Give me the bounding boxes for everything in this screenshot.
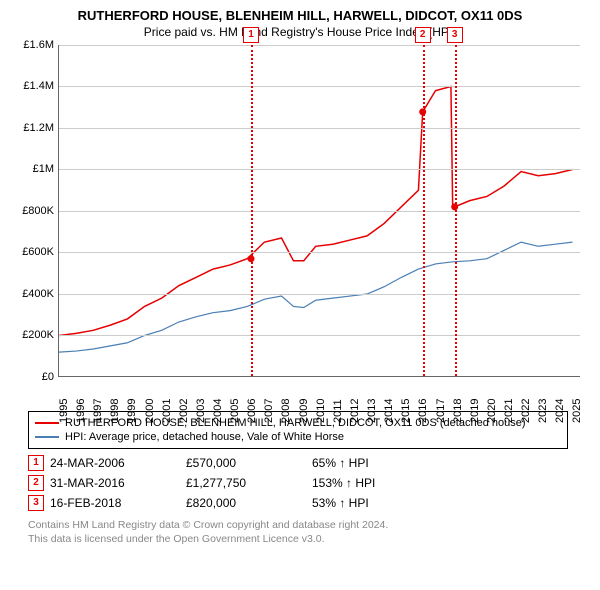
marker-line — [251, 45, 253, 376]
x-tick-label: 2010 — [315, 398, 327, 422]
y-tick-label: £200K — [22, 329, 54, 341]
chart-title: RUTHERFORD HOUSE, BLENHEIM HILL, HARWELL… — [10, 8, 590, 25]
table-delta: 153% ↑ HPI — [312, 476, 432, 490]
footer: Contains HM Land Registry data © Crown c… — [28, 519, 568, 546]
table-row: 3 16-FEB-2018 £820,000 53% ↑ HPI — [28, 493, 568, 513]
table-date: 24-MAR-2006 — [50, 456, 180, 470]
x-tick-label: 2011 — [332, 399, 344, 423]
x-tick-label: 1995 — [58, 398, 70, 422]
x-tick-label: 1998 — [109, 398, 121, 422]
x-tick-label: 2012 — [349, 398, 361, 422]
x-tick-label: 2019 — [469, 398, 481, 422]
x-tick-label: 2000 — [144, 398, 156, 422]
gridline — [59, 45, 580, 46]
chart-container: RUTHERFORD HOUSE, BLENHEIM HILL, HARWELL… — [0, 0, 600, 590]
legend-label: HPI: Average price, detached house, Vale… — [65, 431, 344, 443]
gridline — [59, 294, 580, 295]
chart-area: 123 £0£200K£400K£600K£800K£1M£1.2M£1.4M£… — [20, 45, 580, 405]
y-tick-label: £1M — [33, 163, 54, 175]
x-tick-label: 2016 — [417, 398, 429, 422]
x-tick-label: 2020 — [486, 398, 498, 422]
gridline — [59, 169, 580, 170]
y-tick-label: £1.6M — [23, 39, 54, 51]
marker-badge: 2 — [415, 27, 431, 43]
table-badge: 3 — [28, 495, 44, 511]
marker-badge: 1 — [243, 27, 259, 43]
footer-line: This data is licensed under the Open Gov… — [28, 533, 568, 547]
table-badge: 1 — [28, 455, 44, 471]
table-price: £570,000 — [186, 456, 306, 470]
x-tick-label: 1996 — [75, 398, 87, 422]
x-tick-label: 2013 — [366, 398, 378, 422]
table-date: 16-FEB-2018 — [50, 496, 180, 510]
marker-table: 1 24-MAR-2006 £570,000 65% ↑ HPI 2 31-MAR-201… — [28, 453, 568, 513]
table-delta: 65% ↑ HPI — [312, 456, 432, 470]
x-tick-label: 2002 — [178, 398, 190, 422]
x-tick-label: 2022 — [520, 398, 532, 422]
table-date: 31-MAR-2016 — [50, 476, 180, 490]
x-tick-label: 1997 — [92, 398, 104, 422]
x-tick-label: 2018 — [452, 398, 464, 422]
x-tick-label: 1999 — [126, 398, 138, 422]
x-tick-label: 2024 — [554, 398, 566, 422]
y-tick-label: £0 — [42, 371, 54, 383]
x-tick-label: 2001 — [161, 398, 173, 422]
table-badge: 2 — [28, 475, 44, 491]
table-price: £820,000 — [186, 496, 306, 510]
table-price: £1,277,750 — [186, 476, 306, 490]
legend-swatch — [35, 422, 59, 424]
plot-region: 123 — [58, 45, 580, 377]
x-tick-label: 2014 — [383, 398, 395, 422]
footer-line: Contains HM Land Registry data © Crown c… — [28, 519, 568, 533]
x-tick-label: 2007 — [263, 398, 275, 422]
gridline — [59, 335, 580, 336]
x-tick-label: 2009 — [298, 398, 310, 422]
y-tick-label: £1.4M — [23, 80, 54, 92]
x-tick-label: 2017 — [435, 398, 447, 422]
marker-badge: 3 — [447, 27, 463, 43]
x-tick-label: 2021 — [503, 398, 515, 422]
marker-line — [423, 45, 425, 376]
x-tick-label: 2006 — [246, 398, 258, 422]
table-row: 2 31-MAR-2016 £1,277,750 153% ↑ HPI — [28, 473, 568, 493]
gridline — [59, 86, 580, 87]
gridline — [59, 252, 580, 253]
legend-swatch — [35, 436, 59, 438]
chart-subtitle: Price paid vs. HM Land Registry's House … — [10, 25, 590, 39]
y-tick-label: £1.2M — [23, 122, 54, 134]
x-tick-label: 2008 — [280, 398, 292, 422]
gridline — [59, 128, 580, 129]
x-tick-label: 2005 — [229, 398, 241, 422]
y-tick-label: £600K — [22, 246, 54, 258]
table-row: 1 24-MAR-2006 £570,000 65% ↑ HPI — [28, 453, 568, 473]
x-tick-label: 2003 — [195, 398, 207, 422]
x-tick-label: 2015 — [400, 398, 412, 422]
x-tick-label: 2025 — [571, 398, 583, 422]
marker-line — [455, 45, 457, 376]
gridline — [59, 211, 580, 212]
legend-item: HPI: Average price, detached house, Vale… — [35, 430, 561, 444]
y-tick-label: £400K — [22, 288, 54, 300]
x-tick-label: 2004 — [212, 398, 224, 422]
table-delta: 53% ↑ HPI — [312, 496, 432, 510]
y-tick-label: £800K — [22, 205, 54, 217]
x-tick-label: 2023 — [537, 398, 549, 422]
